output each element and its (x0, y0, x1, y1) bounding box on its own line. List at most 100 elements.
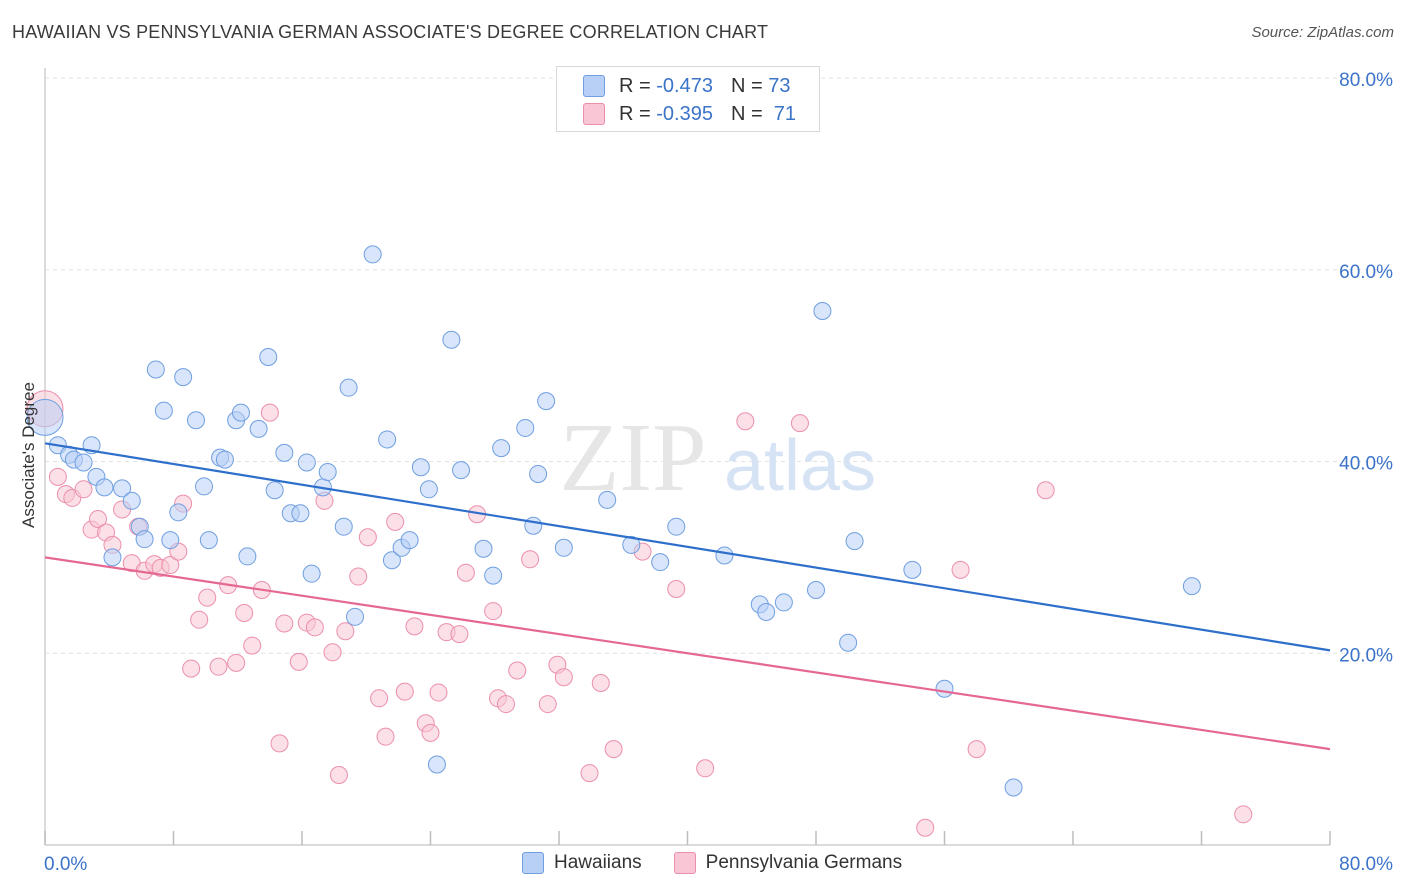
hawaiian-point (516, 418, 535, 437)
pennsylvania-german-point (386, 512, 405, 531)
pennsylvania-german-point (967, 740, 986, 759)
r-label: R = (619, 102, 651, 125)
legend-item-pennsylvania-germans: Pennsylvania Germans (673, 852, 902, 874)
watermark-atlas: atlas (724, 426, 876, 506)
pennsylvania-german-point (270, 734, 289, 753)
y-axis-label: Associate's Degree (19, 382, 38, 528)
hawaiian-point (845, 532, 864, 551)
pennsylvania-german-point (591, 673, 610, 692)
pennsylvania-german-point (190, 610, 209, 629)
pennsylvania-german-point (667, 580, 686, 599)
hawaiian-point (1004, 778, 1023, 797)
hawaiian-point (26, 398, 64, 436)
pennsylvania-german-point (538, 695, 557, 714)
pennsylvania-german-point (736, 412, 755, 431)
pennsylvania-german-point (198, 588, 217, 607)
y-tick-label: 60.0% (1339, 262, 1393, 283)
pennsylvania-german-point (260, 403, 279, 422)
hawaiian-point (757, 603, 776, 622)
hawaiian-point (231, 403, 250, 422)
hawaiian-point (174, 368, 193, 387)
hawaiian-point (442, 330, 461, 349)
hawaiian-point (554, 538, 573, 557)
hawaiian-point (529, 464, 548, 483)
y-tick-label: 80.0% (1339, 70, 1393, 91)
pennsylvania-german-point (89, 510, 108, 529)
hawaiian-point (474, 539, 493, 558)
pink-swatch (673, 852, 696, 874)
hawaiians-trend-line (44, 442, 1331, 652)
hawaiian-point (774, 593, 793, 612)
hawaiian-point (400, 531, 419, 550)
pennsylvania-german-point (209, 657, 228, 676)
pennsylvania-german-point (604, 740, 623, 759)
pennsylvania-german-point (243, 636, 262, 655)
x-tick-label: 0.0% (44, 854, 87, 875)
r-value: -0.473 (656, 74, 713, 97)
hawaiian-point (103, 548, 122, 567)
hawaiian-point (813, 301, 832, 320)
blue-swatch (583, 75, 605, 97)
hawaiian-point (427, 755, 446, 774)
pennsylvania-german-point (48, 467, 67, 486)
hawaiian-point (195, 477, 214, 496)
n-label: N = (730, 74, 763, 97)
pennsylvania-german-point (395, 682, 414, 701)
hawaiian-point (275, 443, 294, 462)
pennsylvania-german-point (305, 618, 324, 637)
hawaiian-point (1182, 577, 1201, 596)
pennsylvania-german-point (376, 727, 395, 746)
series-pennsylvania-germans (26, 390, 1253, 837)
hawaiian-point (146, 360, 165, 379)
hawaiian-point (667, 517, 686, 536)
pennsylvania-german-point (74, 480, 93, 499)
hawaiian-point (598, 490, 617, 509)
n-value: 71 (773, 102, 797, 125)
trend-lines (44, 442, 1331, 751)
hawaiian-point (154, 401, 173, 420)
watermark-zip: ZIP (560, 404, 707, 512)
hawaiian-point (249, 419, 268, 438)
pennsylvania-german-point (235, 603, 254, 622)
hawaiian-point (378, 430, 397, 449)
pennsylvania-german-point (275, 614, 294, 633)
pennsylvania-german-point (289, 652, 308, 671)
source-label: Source: ZipAtlas.com (1251, 24, 1394, 41)
hawaiian-point (524, 516, 543, 535)
pennsylvania-german-point (227, 653, 246, 672)
pennsylvania-german-point (161, 556, 180, 575)
hawaiian-point (492, 439, 511, 458)
blue-swatch (522, 852, 544, 874)
hawaiian-point (169, 503, 188, 522)
n-label: N = (730, 102, 763, 125)
pennsylvania-german-point (358, 528, 377, 547)
hawaiian-point (186, 411, 205, 430)
legend-row-pennsylvania-germans: R = -0.395 N = 71 (583, 101, 796, 127)
hawaiian-point (135, 530, 154, 549)
pennsylvania-german-point (450, 625, 469, 644)
pennsylvania-german-point (323, 643, 342, 662)
pennsylvania-german-point (496, 695, 515, 714)
pennsylvania-german-point (370, 689, 389, 708)
hawaiian-point (715, 546, 734, 565)
hawaiian-point (537, 392, 556, 411)
y-tick-label: 40.0% (1339, 454, 1393, 475)
chart-title: HAWAIIAN VS PENNSYLVANIA GERMAN ASSOCIAT… (12, 22, 769, 42)
hawaiian-point (363, 245, 382, 264)
series-hawaiians (26, 245, 1201, 797)
pennsylvania-german-point (182, 659, 201, 678)
hawaiian-point (74, 453, 93, 472)
hawaiian-point (411, 458, 430, 477)
axes (44, 68, 1331, 846)
hawaiian-point (651, 553, 670, 572)
pennsylvania-german-point (405, 617, 424, 636)
pennsylvania-german-point (554, 668, 573, 687)
pennsylvania-german-point (484, 602, 503, 621)
r-label: R = (619, 74, 651, 97)
pennsylvania-german-point (349, 567, 368, 586)
stats-legend: R = -0.473 N = 73 R = -0.395 N = 71 (556, 66, 820, 132)
hawaiian-point (622, 535, 641, 554)
hawaiian-point (113, 479, 132, 498)
gridlines (45, 77, 1392, 654)
